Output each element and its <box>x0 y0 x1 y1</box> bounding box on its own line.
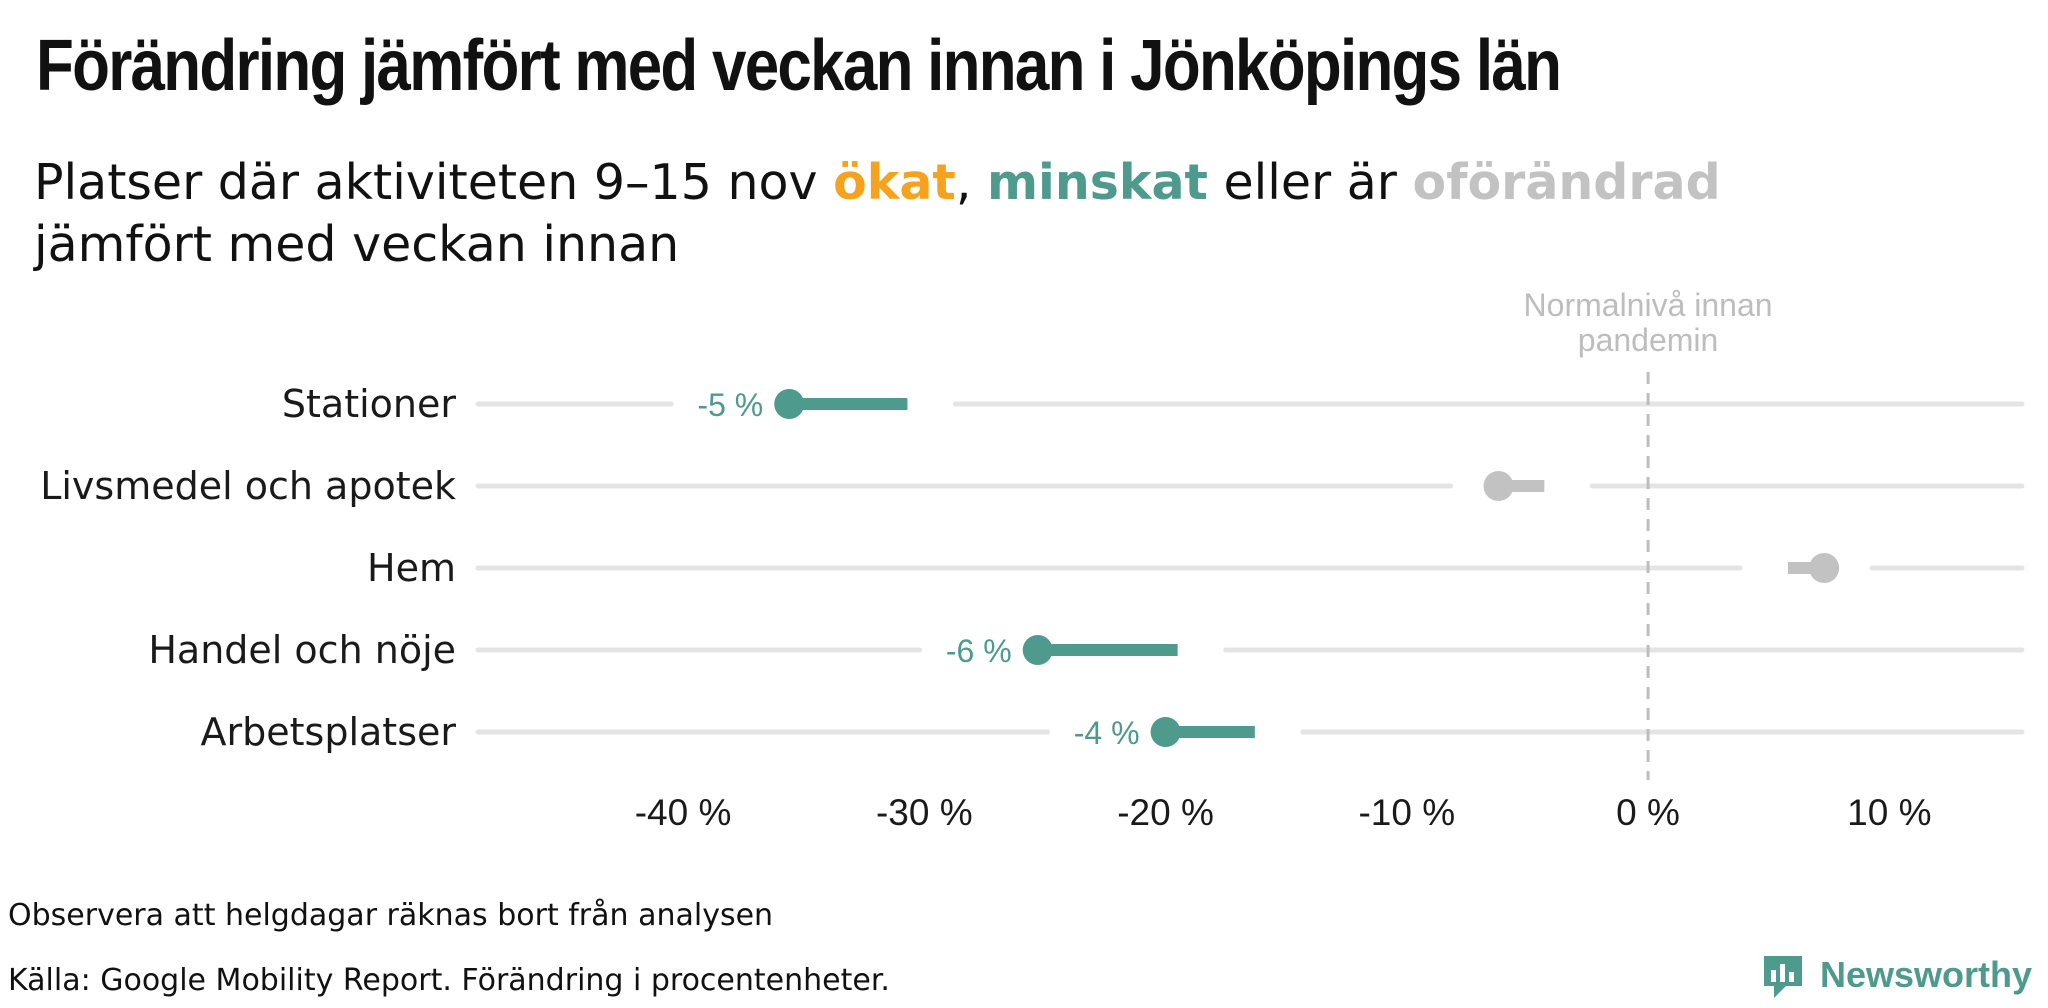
subtitle-text: eller är <box>1207 154 1413 211</box>
newsworthy-logo-icon <box>1764 956 1802 998</box>
x-tick-label: 10 % <box>1847 792 1931 833</box>
brand-name: Newsworthy <box>1820 954 2033 995</box>
reference-line-group: Normalnivå innan pandemin <box>1524 287 1773 780</box>
legend-increase-word: ökat <box>833 154 956 211</box>
change-label: -4 % <box>1074 715 1140 751</box>
current-value-dot <box>1809 553 1840 583</box>
x-tick-label: 0 % <box>1616 792 1680 833</box>
legend-unchanged-word: oförändrad <box>1412 154 1721 211</box>
category-labels: Stationer Livsmedel och apotek Hem Handel o… <box>40 382 456 754</box>
dumbbell-chart: Normalnivå innan pandemin -5 % -6 % -4 % S… <box>40 287 2025 833</box>
x-tick-label: -30 % <box>876 792 973 833</box>
category-label: Stationer <box>282 382 456 426</box>
x-tick-label: -10 % <box>1358 792 1455 833</box>
current-value-dot <box>1150 717 1181 747</box>
chart-subtitle: Platser där aktiviteten 9–15 nov ökat, m… <box>34 152 1934 276</box>
change-label: -5 % <box>697 387 763 423</box>
category-label: Hem <box>367 546 456 590</box>
x-tick-label: -40 % <box>635 792 732 833</box>
current-value-dot <box>1483 471 1514 501</box>
legend-decrease-word: minskat <box>986 154 1208 211</box>
row-tracks <box>475 401 2025 735</box>
subtitle-separator: , <box>955 154 987 211</box>
change-label: -6 % <box>946 633 1012 669</box>
analysis-note: Observera att helgdagar räknas bort från… <box>8 898 774 933</box>
subtitle-text: Platser där aktiviteten 9–15 nov <box>34 154 834 211</box>
current-value-dot <box>774 389 805 419</box>
current-value-dot <box>1022 635 1053 665</box>
chart-title: Förändring jämfört med veckan innan i Jö… <box>36 26 1562 106</box>
reference-line-label: Normalnivå innan <box>1524 287 1773 323</box>
source-note: Källa: Google Mobility Report. Förändrin… <box>8 963 890 998</box>
subtitle-line2: jämfört med veckan innan <box>34 216 680 273</box>
category-label: Handel och nöje <box>148 628 456 672</box>
category-label: Livsmedel och apotek <box>40 464 456 508</box>
x-tick-label: -20 % <box>1117 792 1214 833</box>
reference-line-label: pandemin <box>1578 322 1719 358</box>
dumbbell-marks: -5 % -6 % -4 % <box>697 387 1840 751</box>
x-axis-ticks: -40 % -30 % -20 % -10 % 0 % 10 % <box>635 792 1932 833</box>
category-label: Arbetsplatser <box>201 710 457 754</box>
